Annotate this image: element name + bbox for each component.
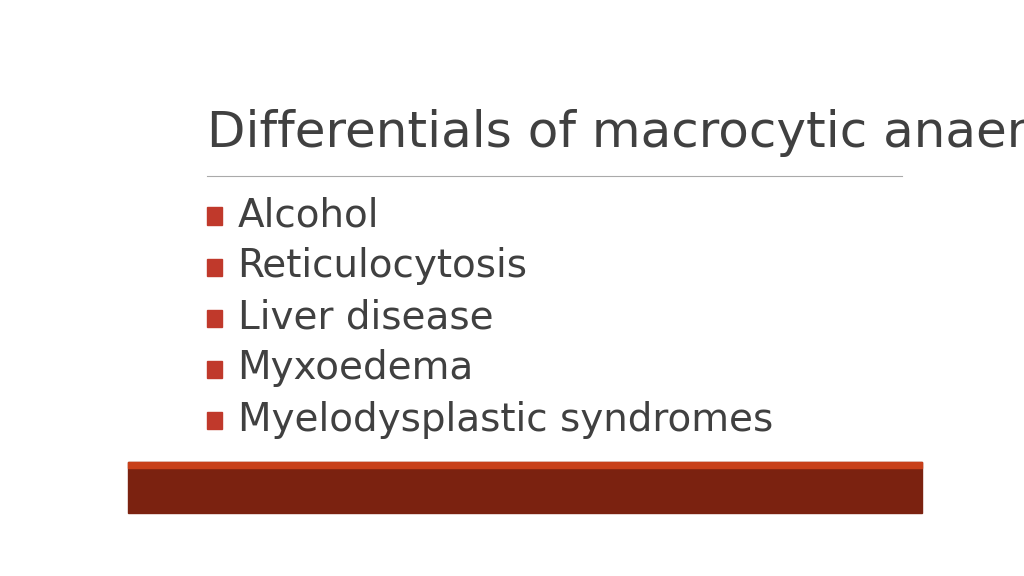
Text: Reticulocytosis: Reticulocytosis [238,248,527,286]
Bar [207,411,221,429]
Bar [128,461,922,513]
Bar [207,309,221,327]
Text: Liver disease: Liver disease [238,298,494,336]
Bar [207,207,221,225]
Bar [207,259,221,276]
Text: Myxoedema: Myxoedema [238,350,474,388]
Bar [128,461,922,468]
Bar [207,361,221,378]
Text: Alcohol: Alcohol [238,196,379,234]
Text: Differentials of macrocytic anaemia: Differentials of macrocytic anaemia [207,109,1024,157]
Text: Myelodysplastic syndromes: Myelodysplastic syndromes [238,400,773,438]
